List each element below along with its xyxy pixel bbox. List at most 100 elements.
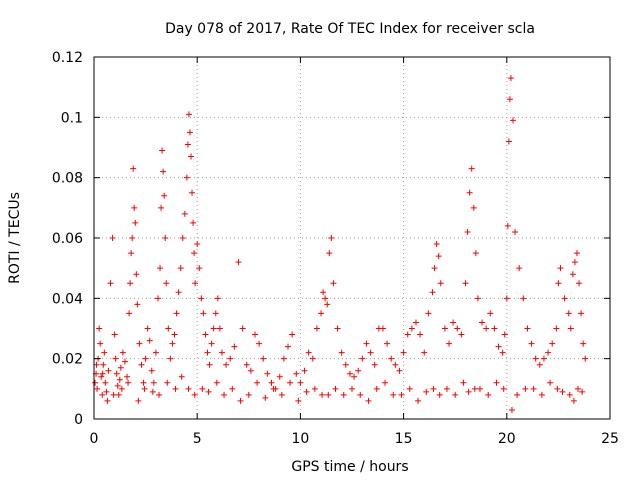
data-point — [483, 325, 490, 332]
data-point — [367, 349, 374, 356]
data-point — [208, 340, 215, 347]
data-point — [183, 174, 190, 181]
data-point — [504, 222, 511, 229]
data-point — [205, 388, 212, 395]
data-point — [582, 355, 589, 362]
data-point — [501, 331, 508, 338]
data-point — [293, 370, 300, 377]
data-point — [576, 280, 583, 287]
data-point — [305, 349, 312, 356]
y-tick-label: 0.06 — [52, 231, 83, 247]
data-point — [173, 310, 180, 317]
data-point — [508, 406, 515, 413]
data-point — [579, 388, 586, 395]
data-point — [468, 165, 475, 172]
data-point — [130, 165, 137, 172]
y-tick-label: 0.04 — [52, 291, 83, 307]
data-point — [254, 379, 261, 386]
data-point — [210, 325, 217, 332]
data-point — [280, 355, 287, 362]
data-point — [189, 189, 196, 196]
data-point — [141, 385, 148, 392]
data-point — [569, 271, 576, 278]
data-point — [446, 340, 453, 347]
data-point — [313, 325, 320, 332]
data-point — [191, 250, 198, 257]
data-point — [318, 310, 325, 317]
data-point — [332, 385, 339, 392]
data-point — [516, 265, 523, 272]
data-point — [507, 75, 514, 82]
data-point — [235, 259, 242, 266]
data-point — [152, 349, 159, 356]
data-point — [520, 295, 527, 302]
data-point — [530, 385, 537, 392]
data-point — [400, 349, 407, 356]
data-point — [388, 355, 395, 362]
data-point — [158, 204, 165, 211]
data-point — [499, 349, 506, 356]
data-point — [125, 379, 132, 386]
data-point — [160, 168, 167, 175]
data-point — [491, 325, 498, 332]
data-point — [111, 331, 118, 338]
data-point — [476, 385, 483, 392]
data-point — [545, 349, 552, 356]
data-point — [450, 319, 457, 326]
data-point — [565, 310, 572, 317]
data-point — [144, 325, 151, 332]
data-point — [495, 343, 502, 350]
data-point — [311, 385, 318, 392]
data-point — [460, 379, 467, 386]
x-tick-label: 25 — [601, 431, 619, 447]
data-point — [213, 379, 220, 386]
data-point — [165, 325, 172, 332]
data-point — [231, 343, 238, 350]
data-point — [415, 397, 422, 404]
points-layer — [92, 75, 589, 413]
data-point — [309, 355, 316, 362]
data-point — [379, 325, 386, 332]
data-point — [303, 388, 310, 395]
data-point — [102, 379, 109, 386]
data-point — [178, 373, 185, 380]
data-point — [140, 379, 147, 386]
data-point — [462, 280, 469, 287]
data-point — [398, 391, 405, 398]
data-point — [443, 385, 450, 392]
data-point — [474, 295, 481, 302]
chart-title: Day 078 of 2017, Rate Of TEC Index for r… — [165, 21, 535, 37]
data-point — [421, 349, 428, 356]
data-point — [214, 295, 221, 302]
data-point — [175, 289, 182, 296]
data-point — [452, 391, 459, 398]
data-point — [270, 385, 277, 392]
data-point — [181, 210, 188, 217]
data-point — [163, 280, 170, 287]
data-point — [129, 235, 136, 241]
data-point — [396, 367, 403, 374]
data-point — [204, 349, 211, 356]
data-point — [186, 129, 193, 136]
data-point — [505, 138, 512, 145]
data-point — [264, 370, 271, 377]
data-point — [340, 391, 347, 398]
data-point — [382, 379, 389, 386]
data-point — [221, 391, 228, 398]
data-point — [524, 325, 531, 332]
data-point — [198, 295, 205, 302]
data-point — [433, 241, 440, 248]
data-point — [167, 355, 174, 362]
data-point — [134, 301, 141, 308]
data-point — [194, 241, 201, 248]
data-point — [578, 310, 585, 317]
x-tick-label: 15 — [395, 431, 413, 447]
data-point — [132, 219, 139, 226]
data-point — [503, 295, 510, 302]
data-point — [430, 385, 437, 392]
data-point — [103, 388, 110, 395]
data-point — [328, 235, 335, 241]
data-point — [156, 391, 163, 398]
